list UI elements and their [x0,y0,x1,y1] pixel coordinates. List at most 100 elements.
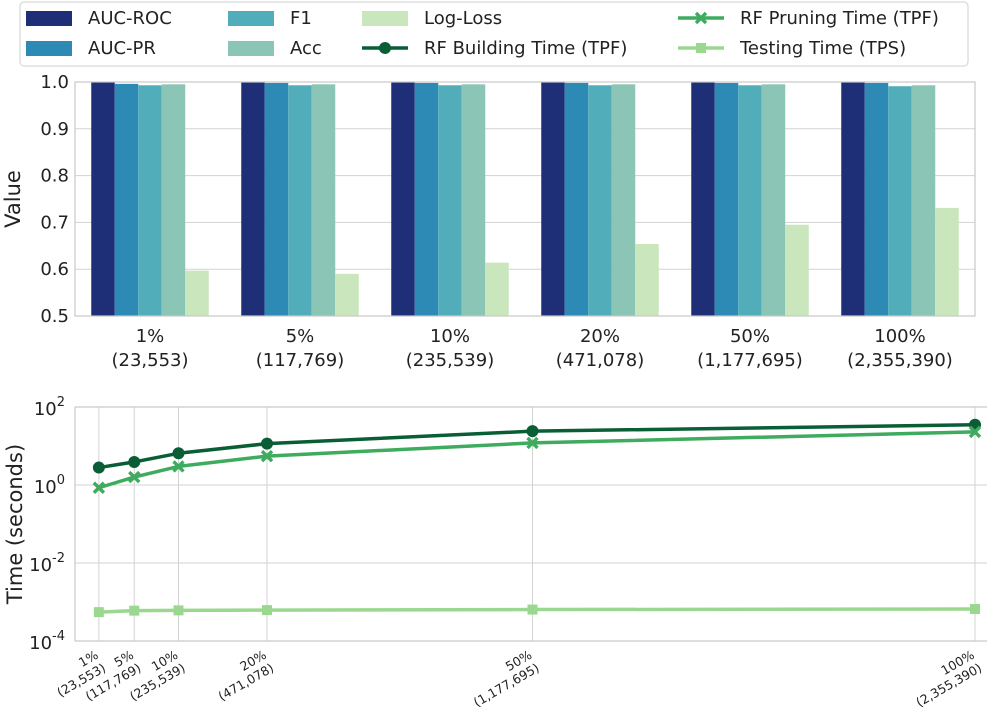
y-tick-label: 102 [34,395,65,420]
legend-label: AUC-PR [88,38,156,59]
legend-label: Log-Loss [424,8,502,29]
data-point-rf-pruning-time-tpf [92,481,106,494]
legend-swatch [362,11,408,26]
legend-marker [694,11,708,25]
y-axis-label: Value [1,170,25,228]
x-tick-label: 100%(2,355,390) [913,647,984,710]
x-tick-sublabel: (23,553) [111,350,188,371]
bar-log-loss [785,224,809,316]
y-axis-label: Time (seconds) [3,444,27,605]
legend-item: F1 [228,8,312,29]
bar-f1 [138,85,162,316]
series-line-rf-pruning-time-tpf [98,430,976,490]
bar-auc-pr [864,82,889,316]
bar-acc [911,85,936,316]
bar-acc [311,84,336,316]
bar-log-loss [335,273,359,316]
legend-label: Acc [290,38,322,59]
bar-auc-pr [714,82,739,316]
bar-log-loss [935,207,959,316]
legend-label: F1 [290,8,312,29]
data-point-testing-time-tps [129,605,140,616]
bar-auc-pr [414,82,439,316]
bar-auc-pr [114,83,139,316]
plot-frame [74,81,976,317]
bar-f1 [288,85,312,316]
x-tick-label: 10% [430,326,470,347]
bar-auc-roc [391,82,415,316]
bar-acc [161,84,186,316]
metrics-bar-chart: 0.5 0.6 0.7 0.8 0.9 1.0 1% (23,553) 5% (117,769) 1… [1,72,976,371]
legend-label: AUC-ROC [88,8,172,29]
x-tick-label: 50% [730,326,770,347]
bar-log-loss [485,262,509,316]
bar-auc-roc [541,82,565,316]
x-tick-label: 20% [580,326,620,347]
legend-label: RF Pruning Time (TPF) [740,8,939,29]
y-tick-label: 10-4 [29,629,65,654]
bar-auc-pr [564,82,589,316]
x-tick-sublabel: (2,355,390) [847,350,953,371]
legend-item: RF Pruning Time (TPF) [678,8,939,29]
y-tick-label: 1.0 [40,72,69,93]
legend-label: RF Building Time (TPF) [424,38,627,59]
legend-swatch [26,11,72,26]
y-tick-label: 100 [34,473,65,498]
y-tick-label: 0.8 [40,166,69,187]
x-tick-label: 1% [136,326,165,347]
data-point-rf-building-time-tpf [261,437,273,450]
legend-swatch [228,41,274,56]
legend-marker [696,43,706,53]
bar-f1 [588,85,612,316]
bar-auc-roc [841,82,865,316]
data-point-rf-pruning-time-tpf [526,436,539,450]
data-point-rf-pruning-time-tpf [172,460,185,473]
legend-label: Testing Time (TPS) [739,38,906,59]
data-point-testing-time-tps [527,604,538,615]
bar-auc-roc [91,82,115,316]
legend-marker [379,42,391,54]
bar-auc-pr [264,82,289,316]
legend-item: AUC-PR [26,38,156,59]
y-tick-label: 0.5 [40,306,69,327]
data-point-rf-pruning-time-tpf [968,425,982,439]
legend-item: Acc [228,38,322,59]
x-tick-sublabel: (1,177,695) [697,350,803,371]
bar-auc-roc [691,82,715,316]
y-tick-label: 0.6 [40,259,69,280]
data-point-testing-time-tps [970,604,980,615]
bar-f1 [738,85,762,316]
bar-acc [461,84,486,316]
bar-f1 [438,85,462,316]
x-tick-sublabel: (235,539) [406,350,494,371]
bar-acc [761,84,786,316]
x-tick-label: 20%(471,078) [216,647,277,704]
series-line-testing-time-tps [98,607,976,614]
data-point-rf-building-time-tpf [526,425,539,438]
y-tick-label: 10-2 [29,551,65,576]
legend-swatch [228,11,274,26]
data-point-rf-pruning-time-tpf [260,449,274,463]
bar-log-loss [635,243,659,316]
x-tick-sublabel: (117,769) [256,350,344,371]
legend-item: RF Building Time (TPF) [362,38,627,59]
bar-auc-roc [241,82,265,316]
bar-log-loss [185,270,209,316]
legend-swatch [26,41,72,56]
data-point-testing-time-tps [262,605,272,616]
data-point-testing-time-tps [93,607,104,618]
data-point-rf-pruning-time-tpf [128,470,141,484]
data-point-rf-building-time-tpf [172,447,185,460]
x-tick-sublabel: (471,078) [556,350,644,371]
x-tick-label: 5% [286,326,315,347]
data-point-rf-building-time-tpf [128,455,141,468]
data-point-rf-building-time-tpf [92,461,105,474]
legend-item: Log-Loss [362,8,502,29]
data-point-testing-time-tps [173,605,184,616]
y-tick-label: 0.9 [40,119,69,140]
y-tick-label: 0.7 [40,212,69,233]
x-tick-label: 100% [874,326,925,347]
legend: AUC-ROC AUC-PR F1 Acc Log-Loss RF Building Ti… [19,1,969,67]
